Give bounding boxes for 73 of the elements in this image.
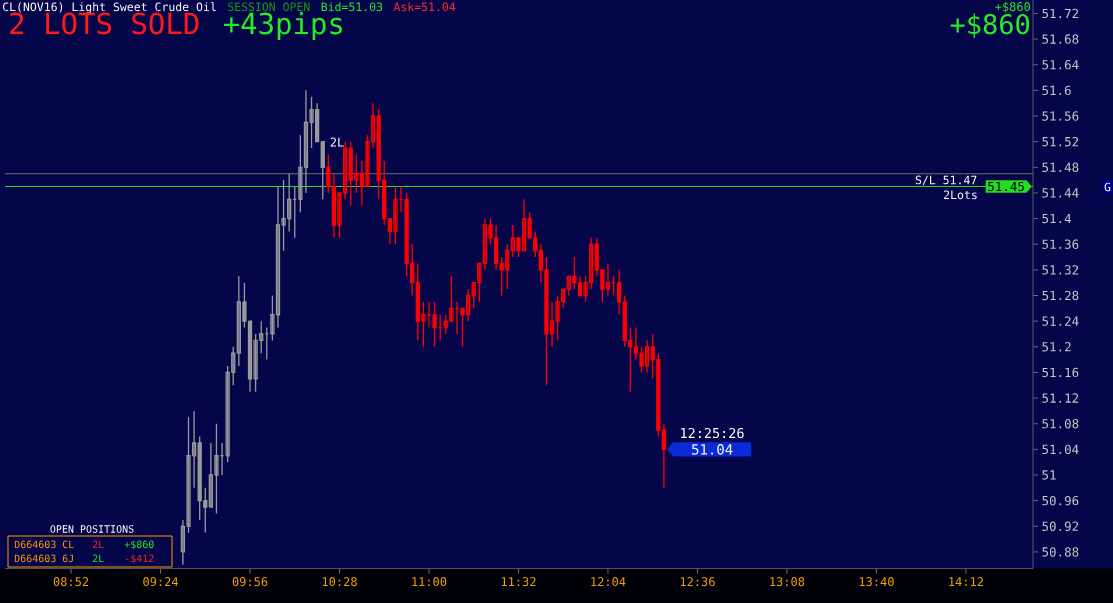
y-tick-label: 51.24	[1042, 316, 1079, 326]
y-tick-label: 51.28	[1042, 290, 1079, 301]
candlestick	[264, 326, 269, 361]
y-tick-label: 51.44	[1042, 188, 1079, 198]
y-tick-label: 51.32	[1042, 265, 1079, 275]
y-tick-label: 50.88	[1042, 547, 1079, 557]
y-tick-label: 51.4	[1042, 213, 1072, 224]
candlestick	[259, 320, 264, 354]
x-tick-label: 11:00	[412, 577, 447, 587]
y-tick-label: 51.64	[1042, 60, 1079, 70]
annotation: D664603	[14, 540, 56, 549]
ref-line-label: S/L 51.47	[915, 175, 977, 186]
x-tick-label: 12:36	[680, 577, 715, 587]
y-tick-label: 51.16	[1042, 367, 1079, 378]
y-tick-label: 51.2	[1042, 342, 1071, 352]
candlestick	[650, 333, 655, 380]
y-tick-label: 51	[1042, 470, 1056, 480]
candlestick	[438, 314, 443, 342]
annotation: +$860	[950, 13, 1030, 38]
candlestick	[320, 141, 325, 200]
candlestick	[231, 346, 236, 386]
candlestick	[443, 314, 448, 335]
x-tick-label: 14:12	[949, 577, 983, 587]
annotation: +$860	[124, 540, 154, 550]
candlestick	[292, 185, 297, 239]
annotation: D664603	[14, 554, 56, 563]
x-tick-label: 09:24	[143, 577, 179, 587]
annotation: +$860	[995, 1, 1031, 13]
annotation: CL	[62, 540, 74, 549]
x-tick-label: 12:04	[591, 577, 626, 587]
annotation: +43pips	[223, 11, 342, 41]
x-tick-label: 11:32	[501, 577, 536, 587]
annotation: 12:25:26	[681, 427, 744, 439]
annotation: 51.04	[692, 444, 733, 455]
y-tick-label: 51.72	[1042, 8, 1079, 19]
annotation: 6J	[62, 554, 73, 563]
annotation: -$412	[125, 554, 154, 564]
candlestick	[611, 275, 616, 297]
text: G	[1104, 182, 1111, 192]
candlestick	[203, 487, 208, 534]
x-tick-label: 10:28	[322, 577, 357, 587]
annotation: 2 LOTS SOLD	[10, 12, 199, 35]
y-tick-label: 51.08	[1042, 418, 1079, 429]
y-tick-label: 51.6	[1042, 85, 1071, 96]
annotation: Ask=51.04	[393, 2, 456, 12]
x-tick-label: 13:08	[770, 577, 805, 587]
y-tick-label: 50.92	[1042, 521, 1079, 532]
x-tick-label: 13:40	[859, 577, 894, 587]
annotation: 2Lots	[944, 190, 977, 200]
y-tick-label: 51.04	[1042, 444, 1079, 455]
x-tick-label: 08:52	[53, 577, 89, 587]
y-tick-label: 51.52	[1042, 136, 1079, 147]
y-tick-label: 51.36	[1042, 239, 1079, 249]
candlestick	[298, 134, 303, 213]
annotation: Bid=51.03	[321, 2, 383, 12]
annotation: SESSION OPEN	[228, 2, 310, 12]
ref-line-label: 51.45	[988, 181, 1024, 192]
candlestick	[493, 224, 499, 271]
y-tick-label: 50.96	[1042, 495, 1079, 506]
annotation: 2L	[92, 540, 104, 548]
annotation: OPEN POSITIONS	[50, 525, 134, 533]
x-tick-label: 09:56	[232, 577, 268, 587]
y-tick-label: 51.48	[1042, 162, 1079, 173]
y-tick-label: 51.12	[1042, 393, 1079, 403]
candlestick	[616, 269, 622, 316]
annotation: 2L	[92, 554, 104, 562]
candlestick	[661, 423, 667, 489]
y-tick-label: 51.56	[1042, 111, 1079, 121]
candlestick	[180, 519, 186, 566]
y-tick-label: 51.68	[1042, 34, 1079, 44]
candlestick	[303, 89, 309, 194]
candlestick	[432, 301, 437, 348]
annotation: 2L	[330, 137, 344, 147]
